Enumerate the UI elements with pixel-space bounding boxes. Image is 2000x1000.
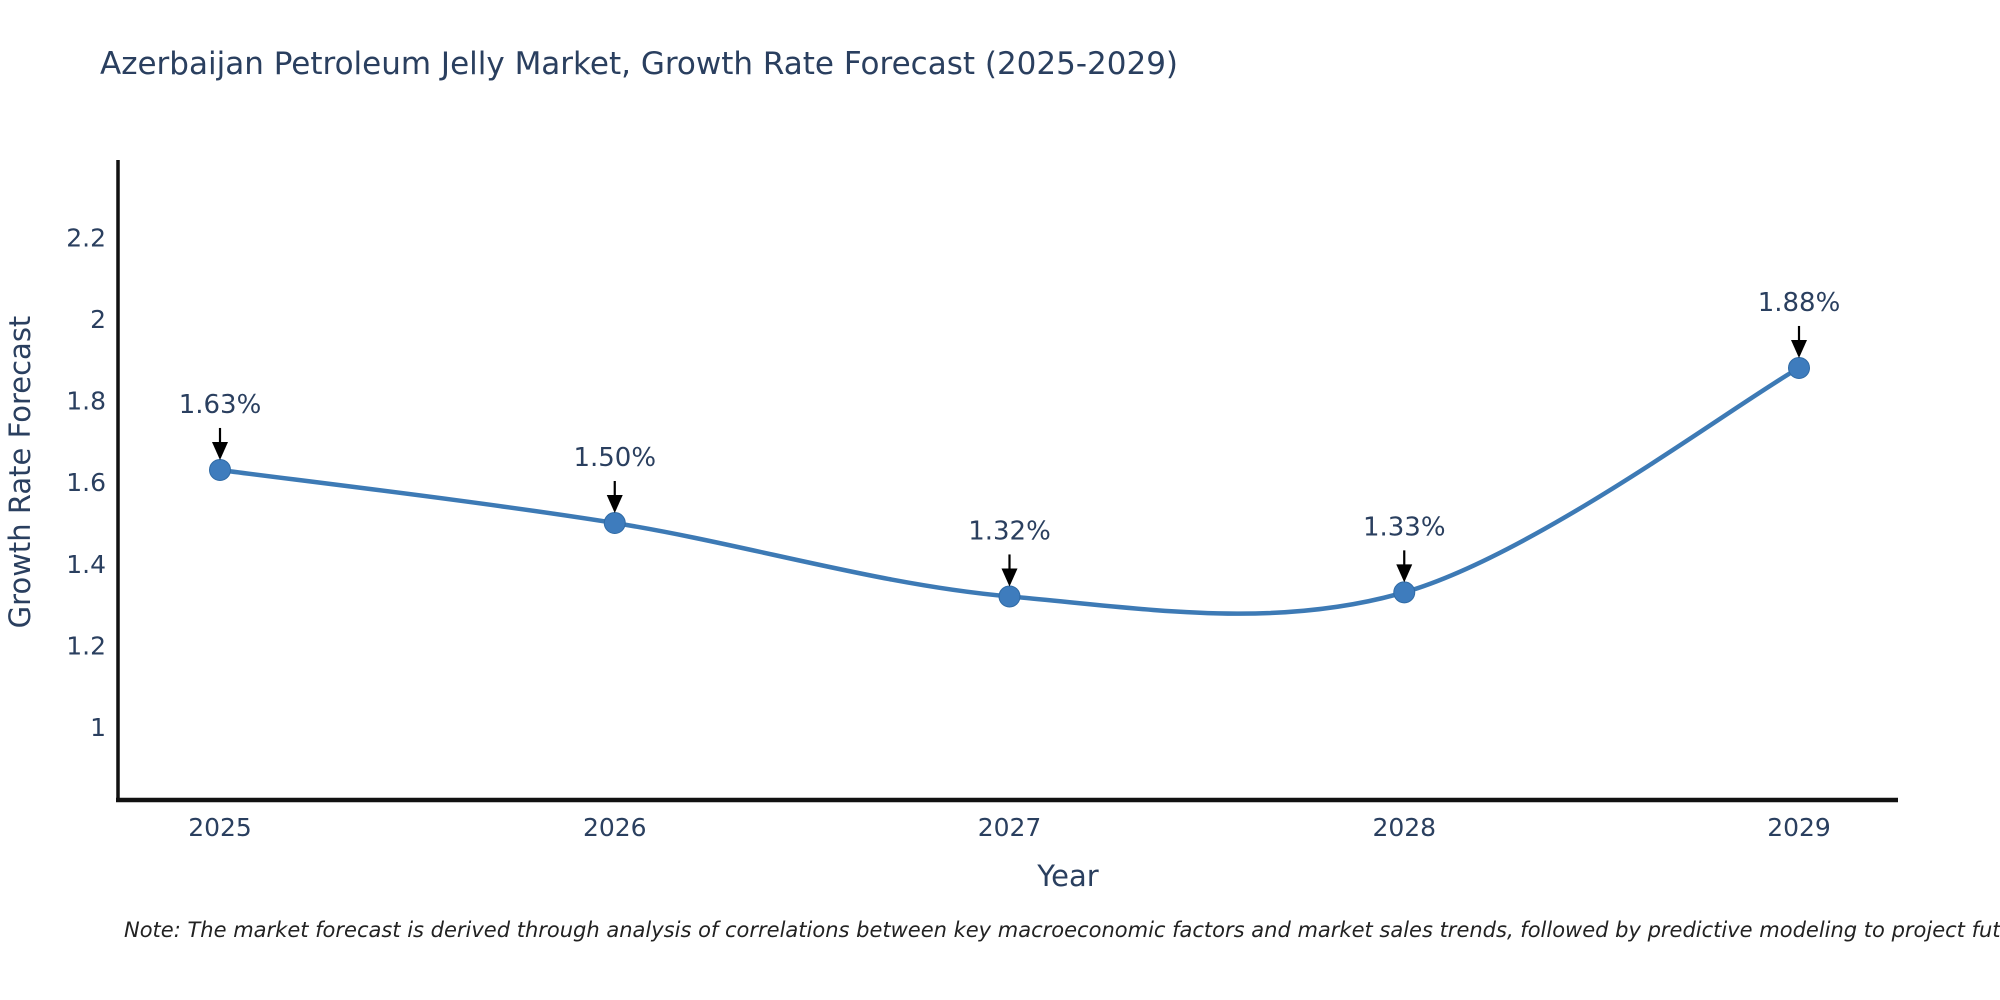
annotation-label-2027: 1.32% [968, 516, 1051, 546]
data-point-2027[interactable] [998, 585, 1021, 608]
data-point-2026[interactable] [603, 512, 626, 534]
annotation-arrowhead-2027 [1001, 568, 1018, 587]
data-point-2028[interactable] [1393, 581, 1416, 604]
annotation-arrowhead-2025 [212, 441, 228, 460]
y-tick-1.6: 1.6 [66, 468, 106, 497]
y-axis-title: Growth Rate Forecast [3, 316, 37, 629]
annotation-label-2026: 1.50% [573, 443, 656, 473]
y-tick-2.2: 2.2 [66, 223, 106, 252]
y-tick-2: 2 [90, 305, 106, 334]
plot-area[interactable] [118, 160, 1898, 800]
x-tick-2028: 2028 [1372, 813, 1436, 842]
x-tick-2025: 2025 [188, 813, 252, 842]
annotation-arrowhead-2028 [1396, 564, 1413, 583]
x-axis-title: Year [1036, 859, 1098, 893]
chart-title: Azerbaijan Petroleum Jelly Market, Growt… [100, 46, 1179, 82]
annotation-label-2028: 1.33% [1363, 512, 1446, 542]
y-tick-1.8: 1.8 [66, 387, 106, 416]
data-point-2029[interactable] [1788, 356, 1810, 379]
annotation-arrowhead-2029 [1791, 339, 1807, 358]
annotation-label-2029: 1.88% [1758, 288, 1841, 318]
y-tick-1.2: 1.2 [66, 631, 106, 660]
footnote: Note: The market forecast is derived thr… [124, 918, 2000, 942]
y-tick-1: 1 [90, 713, 106, 742]
annotation-label-2025: 1.63% [179, 390, 262, 420]
data-point-2025[interactable] [209, 458, 231, 481]
x-tick-2029: 2029 [1767, 813, 1831, 842]
annotation-arrowhead-2026 [606, 495, 623, 513]
x-tick-2027: 2027 [978, 813, 1042, 842]
y-tick-1.4: 1.4 [66, 550, 106, 579]
x-tick-2026: 2026 [583, 813, 647, 842]
